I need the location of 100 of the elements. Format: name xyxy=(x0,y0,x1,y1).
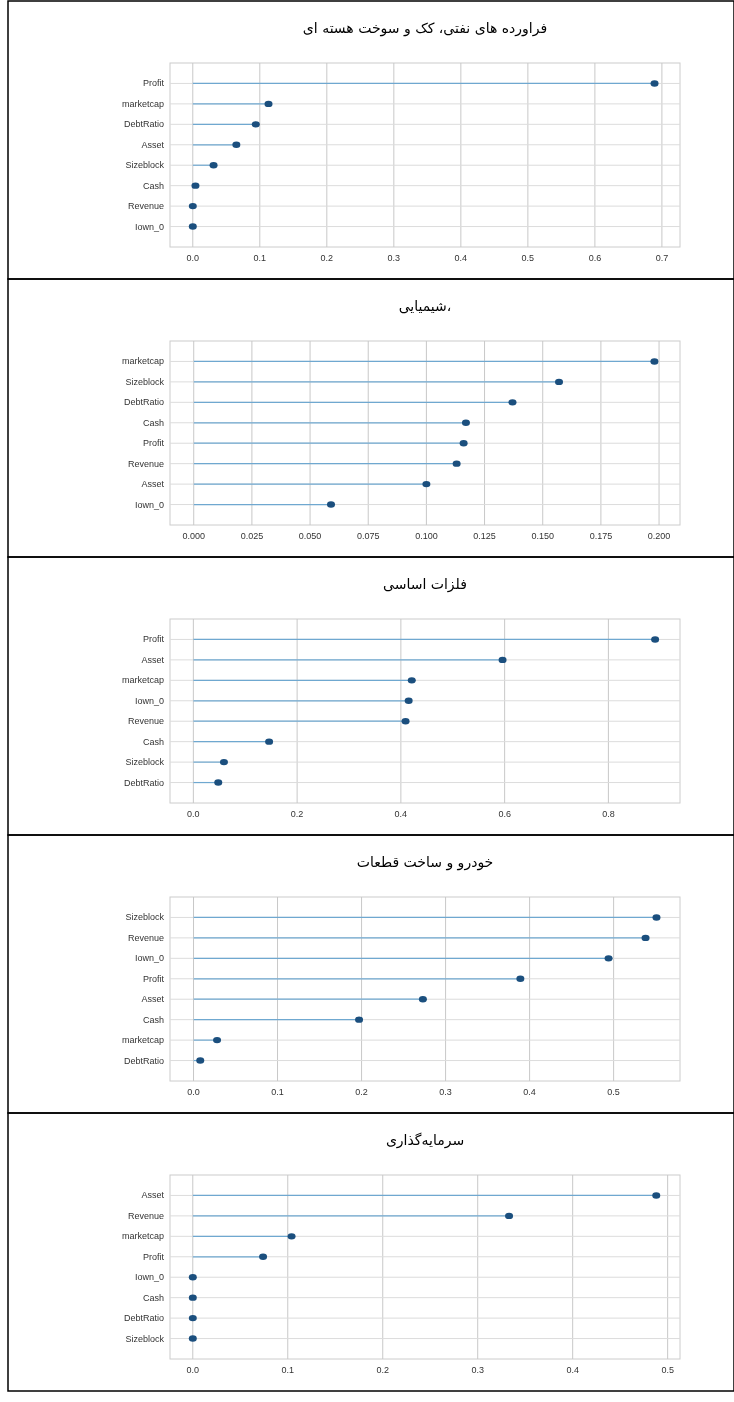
y-tick-label: DebtRatio xyxy=(123,1055,164,1066)
point xyxy=(214,779,223,786)
point xyxy=(641,934,650,942)
y-tick-label: Cash xyxy=(142,736,164,747)
x-tick-label: 0.125 xyxy=(473,531,496,541)
x-tick-label: 0.5 xyxy=(661,1365,674,1375)
point xyxy=(407,677,416,684)
x-tick-label: 0.050 xyxy=(298,531,322,541)
x-tick-label: 0.8 xyxy=(602,809,615,819)
point xyxy=(264,100,273,108)
point xyxy=(555,378,564,386)
y-tick-label: Revenue xyxy=(127,932,164,943)
y-tick-label: marketcap xyxy=(121,98,164,109)
y-tick-label: Profit xyxy=(142,1251,165,1262)
point xyxy=(418,996,427,1003)
x-tick-label: 0.000 xyxy=(182,531,205,541)
y-tick-label: marketcap xyxy=(121,1231,164,1242)
y-tick-label: DebtRatio xyxy=(123,1313,164,1324)
point xyxy=(251,121,260,128)
x-tick-label: 0.175 xyxy=(589,531,613,541)
x-tick-label: 0.0 xyxy=(186,1365,200,1375)
y-tick-label: marketcap xyxy=(121,1035,164,1046)
chart-title: شیمیایی، xyxy=(398,298,452,314)
y-tick-label: Revenue xyxy=(127,1210,164,1221)
x-tick-label: 0.2 xyxy=(376,1365,389,1375)
point xyxy=(452,460,461,467)
y-tick-label: Asset xyxy=(141,994,165,1005)
x-tick-label: 0.150 xyxy=(531,531,554,541)
y-tick-label: Iown_0 xyxy=(134,695,164,706)
point xyxy=(232,141,241,148)
y-tick-label: Cash xyxy=(142,1292,164,1303)
y-tick-label: Revenue xyxy=(127,458,164,469)
y-tick-label: Iown_0 xyxy=(134,953,164,964)
x-tick-label: 0.075 xyxy=(356,531,380,541)
chart-title: سرمایه‌گذاری xyxy=(385,1132,465,1149)
y-tick-label: Asset xyxy=(141,139,165,150)
y-tick-label: Iown_0 xyxy=(134,1272,164,1283)
y-tick-label: Asset xyxy=(141,479,165,490)
y-tick-label: Asset xyxy=(141,654,165,665)
x-tick-label: 0.2 xyxy=(290,809,304,819)
x-tick-label: 0.6 xyxy=(498,809,511,819)
x-tick-label: 0.2 xyxy=(355,1087,368,1097)
x-tick-label: 0.1 xyxy=(281,1365,295,1375)
y-tick-label: Sizeblock xyxy=(125,1333,165,1344)
x-tick-label: 0.4 xyxy=(566,1365,579,1375)
y-tick-label: Profit xyxy=(142,78,165,89)
x-tick-label: 0.3 xyxy=(387,253,401,263)
x-tick-label: 0.7 xyxy=(655,253,669,263)
point xyxy=(209,162,218,169)
x-tick-label: 0.025 xyxy=(240,531,264,541)
point xyxy=(188,223,197,230)
point xyxy=(651,636,660,643)
y-tick-label: Iown_0 xyxy=(134,499,164,510)
point xyxy=(652,1192,661,1199)
point xyxy=(196,1057,205,1064)
x-tick-label: 0.3 xyxy=(439,1087,452,1097)
y-tick-label: Revenue xyxy=(127,716,164,727)
y-tick-label: Profit xyxy=(142,634,165,645)
point xyxy=(188,1314,197,1322)
x-tick-label: 0.6 xyxy=(588,253,602,263)
y-tick-label: Asset xyxy=(141,1190,165,1201)
x-tick-label: 0.4 xyxy=(394,809,408,819)
point xyxy=(401,718,410,725)
x-tick-label: 0.0 xyxy=(186,253,200,263)
y-tick-label: DebtRatio xyxy=(123,119,164,130)
point xyxy=(287,1233,296,1240)
y-tick-label: DebtRatio xyxy=(123,397,164,408)
point xyxy=(259,1253,268,1260)
y-tick-label: Revenue xyxy=(127,201,164,212)
y-tick-label: Cash xyxy=(142,417,164,428)
point xyxy=(422,480,431,488)
y-tick-label: Sizeblock xyxy=(125,160,165,171)
chart-title: فلزات اساسی xyxy=(383,576,467,593)
point xyxy=(650,80,659,87)
x-tick-label: 0.4 xyxy=(454,253,468,263)
point xyxy=(265,738,274,745)
point xyxy=(327,501,335,508)
y-tick-label: Sizeblock xyxy=(125,376,165,387)
y-tick-label: Iown_0 xyxy=(134,221,164,232)
x-tick-label: 0.3 xyxy=(471,1365,484,1375)
y-tick-label: Cash xyxy=(142,180,164,191)
point xyxy=(188,1335,197,1342)
point xyxy=(213,1036,222,1044)
y-tick-label: Cash xyxy=(142,1014,164,1025)
x-tick-label: 0.0 xyxy=(187,809,200,819)
x-tick-label: 0.5 xyxy=(521,253,535,263)
x-tick-label: 0.5 xyxy=(607,1087,620,1097)
y-tick-label: Sizeblock xyxy=(125,757,165,768)
x-tick-label: 0.0 xyxy=(187,1087,200,1097)
point xyxy=(652,914,661,921)
x-tick-label: 0.4 xyxy=(523,1087,536,1097)
point xyxy=(498,656,507,664)
y-tick-label: DebtRatio xyxy=(123,777,164,788)
point xyxy=(604,955,613,962)
point xyxy=(188,1274,197,1281)
point xyxy=(461,419,470,426)
y-tick-label: marketcap xyxy=(121,356,164,367)
point xyxy=(404,697,413,704)
chart-title: خودرو و ساخت قطعات xyxy=(356,854,494,871)
x-tick-label: 0.200 xyxy=(647,531,671,541)
